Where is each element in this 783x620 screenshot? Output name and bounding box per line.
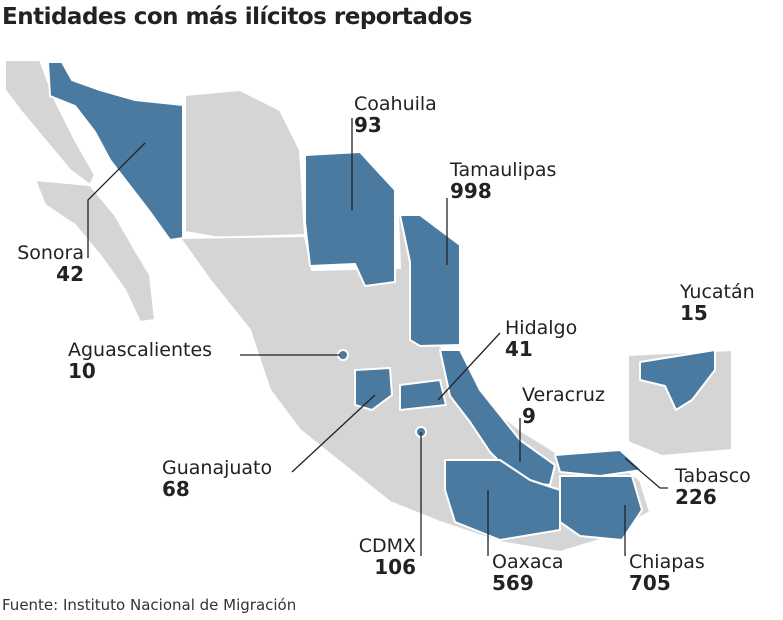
state-oaxaca <box>444 459 561 541</box>
state-yucatan <box>639 349 716 411</box>
state-tabasco <box>554 449 643 477</box>
state-guanajuato <box>354 367 393 411</box>
label-cdmx: CDMX 106 <box>358 535 416 579</box>
label-yucatan: Yucatán 15 <box>680 281 755 325</box>
label-hidalgo: Hidalgo 41 <box>505 317 578 361</box>
state-tamaulipas <box>399 214 461 347</box>
leader-guanajuato <box>291 394 376 473</box>
label-coahuila: Coahuila 93 <box>354 93 437 137</box>
state-hidalgo <box>399 379 447 411</box>
label-tabasco: Tabasco 226 <box>675 465 751 509</box>
leader-hidalgo <box>437 332 501 401</box>
state-coahuila <box>304 151 396 287</box>
state-chiapas <box>559 475 643 541</box>
label-aguascalientes: Aguascalientes 10 <box>68 339 213 383</box>
map-title: Entidades con más ilícitos reportados <box>2 4 472 30</box>
label-oaxaca: Oaxaca 569 <box>492 551 564 595</box>
region-chihuahua <box>184 89 306 239</box>
source-note: Fuente: Instituto Nacional de Migración <box>2 596 297 614</box>
label-tamaulipas: Tamaulipas 998 <box>450 159 557 203</box>
label-veracruz: Veracruz 9 <box>522 384 605 428</box>
label-sonora: Sonora 42 <box>17 242 84 286</box>
leader-sonora <box>87 142 146 258</box>
region-baja-california-sur <box>34 179 156 323</box>
state-sonora <box>47 61 184 241</box>
label-chiapas: Chiapas 705 <box>629 551 705 595</box>
label-guanajuato: Guanajuato 68 <box>162 457 273 501</box>
state-veracruz <box>439 349 556 486</box>
leader-tabasco <box>624 457 668 489</box>
